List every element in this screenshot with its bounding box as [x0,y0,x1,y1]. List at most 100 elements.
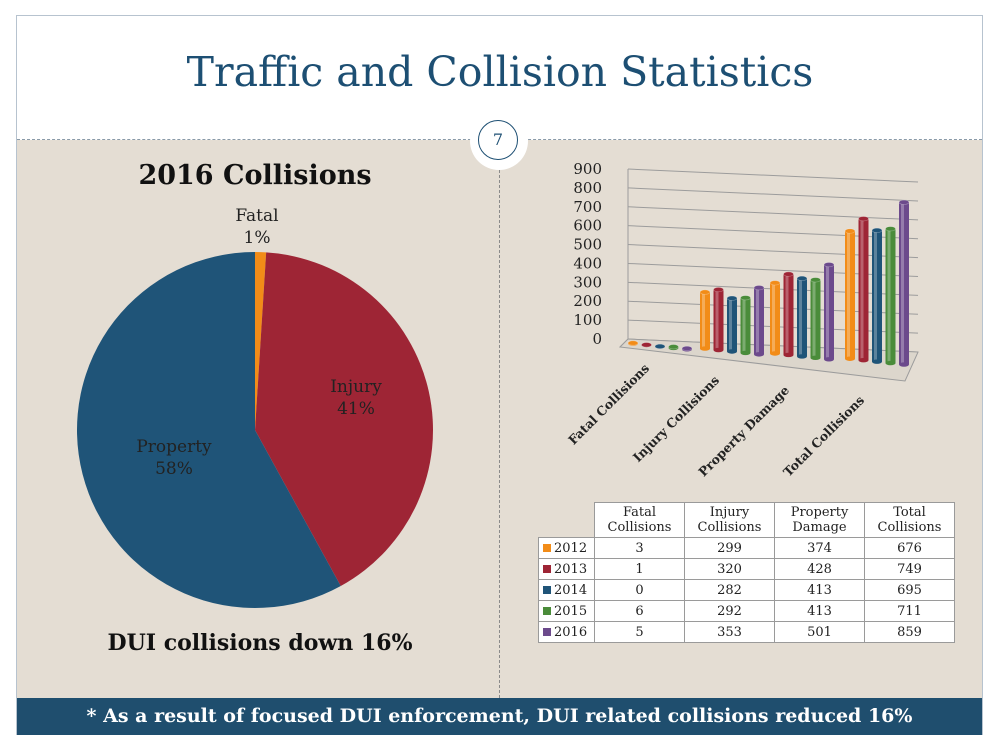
table-year-cell: 2013 [538,558,595,580]
table-header-fatal: Fatal Collisions [594,502,685,538]
table-year: 2013 [554,561,588,577]
table-cell: 413 [774,600,865,622]
legend-swatch-icon [543,586,551,594]
dui-note: DUI collisions down 16% [107,630,413,656]
y-tick-label: 400 [573,254,602,272]
pie-label-fatal-pct: 1% [243,228,271,248]
table-row: 2014 0 282 413 695 [538,579,955,601]
legend-swatch-icon [543,544,551,552]
table-row: 2012 3 299 374 676 [538,537,955,559]
legend-swatch-icon [543,565,551,573]
gridline [627,244,919,259]
bar-2014-fatal-collisions [654,343,666,349]
gridline [627,168,919,183]
bar-2014-total-collisions [871,227,883,364]
pie-chart [77,252,434,608]
pie-slice-injury [255,252,434,586]
table-cell: 428 [774,558,865,580]
table-cell: 282 [684,579,775,601]
y-tick-label: 900 [573,160,602,178]
table-cell: 859 [864,621,955,643]
table-header-property: Property Damage [774,502,865,538]
table-cell: 0 [594,579,685,601]
bar-2012-property-damage [769,280,781,356]
x-category-label: Injury Collisions [630,373,722,465]
pie-label-injury-pct: 41% [337,399,375,419]
bar-2014-property-damage [796,275,808,359]
bar-2012-fatal-collisions [627,340,639,346]
table-cell: 711 [864,600,955,622]
bar-2015-total-collisions [885,226,896,366]
table-cell: 292 [684,600,775,622]
bar-2013-injury-collisions [713,287,724,353]
footer-banner: * As a result of focused DUI enforcement… [17,698,982,735]
y-tick-label: 700 [573,198,602,216]
table-year-cell: 2012 [538,537,595,559]
pie-title: 2016 Collisions [138,160,372,191]
y-tick-label: 500 [573,236,602,254]
y-tick-label: 300 [573,273,602,291]
bar-2016-fatal-collisions [681,345,693,352]
bar-2016-injury-collisions [753,285,765,357]
table-cell: 374 [774,537,865,559]
table-year: 2016 [554,624,588,640]
table-cell: 1 [594,558,685,580]
bar-2013-total-collisions [858,216,869,363]
pie-label-fatal: Fatal 1% [217,205,297,249]
slide-title: Traffic and Collision Statistics [186,48,814,96]
pie-slice-fatal [255,252,267,430]
bars [627,199,910,367]
table-cell: 299 [684,537,775,559]
bar-2013-property-damage [783,271,794,358]
y-tick-label: 200 [573,292,602,310]
y-tick-label: 0 [592,330,602,348]
table-year-cell: 2014 [538,579,595,601]
legend-swatch-icon [543,628,551,636]
bar-2015-fatal-collisions [668,344,679,351]
pie-label-property-name: Property [136,437,212,457]
pie-slice-property [77,252,341,608]
x-category-label: Property Damage [695,382,792,479]
pie-label-property-pct: 58% [155,459,193,479]
table-year-cell: 2016 [538,621,595,643]
table-cell: 6 [594,600,685,622]
y-tick-label: 100 [573,311,602,329]
pie-label-injury: Injury 41% [316,376,396,420]
table-cell: 695 [864,579,955,601]
y-tick-label: 800 [573,179,602,197]
table-cell: 353 [684,621,775,643]
table-row: 2016 5 353 501 859 [538,621,955,643]
pie-label-injury-name: Injury [330,377,382,397]
page-number: 7 [478,120,518,160]
bar-2014-injury-collisions [726,295,738,354]
gridline [627,206,919,221]
bar-2012-total-collisions [844,228,856,361]
gridline [627,262,919,277]
data-table: Fatal Collisions Injury Collisions Prope… [538,502,955,643]
table-header-total: Total Collisions [864,502,955,538]
table-cell: 501 [774,621,865,643]
y-tick-label: 600 [573,217,602,235]
table-header-injury: Injury Collisions [684,502,775,538]
table-cell: 749 [864,558,955,580]
table-year: 2012 [554,540,588,556]
table-year-cell: 2015 [538,600,595,622]
table-header-row: Fatal Collisions Injury Collisions Prope… [539,502,955,538]
bar-2016-property-damage [823,262,835,362]
table-year: 2015 [554,603,588,619]
legend-swatch-icon [543,607,551,615]
table-cell: 3 [594,537,685,559]
table-year: 2014 [554,582,588,598]
table-row: 2013 1 320 428 749 [538,558,955,580]
table-cell: 320 [684,558,775,580]
bar-2013-fatal-collisions [641,342,652,348]
gridline [627,225,919,240]
column-divider [499,150,500,698]
bar-2016-total-collisions [898,199,910,367]
table-row: 2015 6 292 413 711 [538,600,955,622]
x-category-label: Total Collisions [780,393,867,480]
gridline [627,187,919,202]
x-category-label: Fatal Collisions [565,361,652,448]
bar-2012-injury-collisions [699,289,711,351]
